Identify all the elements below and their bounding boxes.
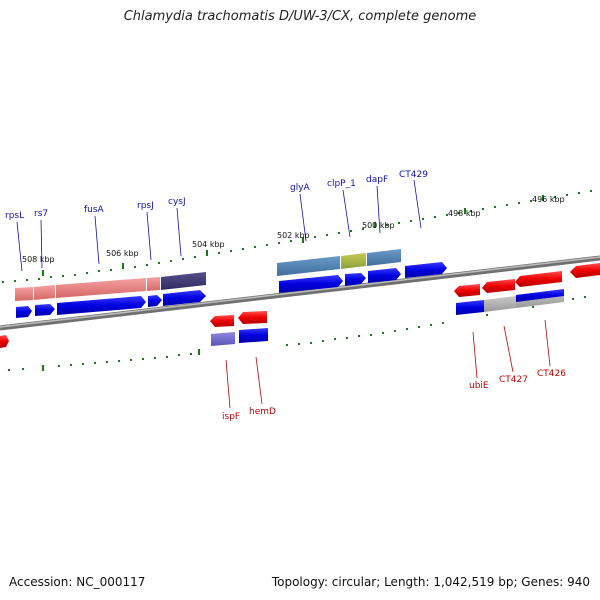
forward-label-lines [16,179,422,272]
genome-backbone [0,255,600,331]
scale-label-502: 502 kbp [277,231,310,240]
forward-gene-arrows [0,262,447,348]
gene-label-rpsl[interactable]: rpsL [5,211,24,221]
reverse-gene-arrows [210,263,600,346]
gene-label-dapf[interactable]: dapF [366,175,388,185]
reverse-label-lines [225,319,551,409]
scale-label-498: 498 kbp [448,209,481,218]
scale-label-508: 508 kbp [22,255,55,264]
gene-label-cysj[interactable]: cysJ [168,197,186,207]
gene-label-ct429[interactable]: CT429 [399,170,428,180]
gene-label-ispf[interactable]: ispF [222,412,240,422]
outer-tick-track [2,190,592,283]
scale-label-506: 506 kbp [106,249,139,258]
gene-label-ct427[interactable]: CT427 [499,375,528,385]
gene-label-ubie[interactable]: ubiE [469,381,489,391]
map-title: Chlamydia trachomatis D/UW-3/CX, complet… [123,9,477,24]
gene-label-rs7[interactable]: rs7 [34,209,48,219]
scale-label-500: 500 kbp [362,221,395,230]
inner-tick-track [8,296,586,371]
gene-label-ct426[interactable]: CT426 [537,369,566,379]
gene-label-rpsj[interactable]: rpsJ [137,201,154,211]
gene-label-fusa[interactable]: fusA [84,205,105,215]
gene-label-hemd[interactable]: hemD [249,407,276,417]
genome-backbone-highlight [0,256,600,328]
scale-label-496: 496 kbp [532,195,565,204]
gene-label-glya[interactable]: glyA [290,183,311,193]
scale-label-504: 504 kbp [192,240,225,249]
forward-cog-band [15,249,401,301]
accession-text: Accession: NC_000117 [9,575,146,589]
genome-stats-text: Topology: circular; Length: 1,042,519 bp… [271,575,590,589]
gene-label-clpp-1[interactable]: clpP_1 [327,179,356,189]
